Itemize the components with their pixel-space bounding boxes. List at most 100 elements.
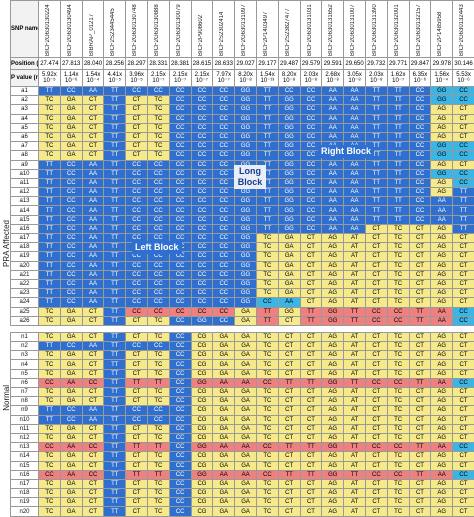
- genotype-cell: AA: [82, 270, 104, 279]
- genotype-cell: CC: [147, 415, 169, 424]
- genotype-cell: AG: [322, 243, 344, 252]
- affected-row: a8TCGACTTTCTTCCCCCCCGGTTGGCCAAAATTTTCCGG…: [11, 151, 474, 160]
- genotype-cell: TC: [387, 279, 409, 288]
- genotype-cell: CC: [147, 169, 169, 178]
- genotype-cell: TT: [104, 342, 126, 351]
- genotype-cell: GG: [431, 169, 453, 178]
- genotype-cell: TT: [104, 197, 126, 206]
- genotype-cell: GA: [235, 507, 257, 516]
- position-cell: 29.732: [365, 58, 387, 70]
- genotype-cell: CC: [191, 252, 213, 261]
- genotype-cell: TT: [104, 169, 126, 178]
- genotype-cell: CT: [365, 461, 387, 470]
- genotype-cell: GG: [278, 160, 300, 169]
- genotype-cell: TT: [104, 188, 126, 197]
- genotype-cell: AA: [322, 215, 344, 224]
- genotype-cell: CC: [191, 224, 213, 233]
- genotype-cell: AG: [322, 332, 344, 341]
- sample-id: a18: [11, 243, 39, 252]
- genotype-cell: CT: [409, 351, 431, 360]
- genotype-cell: TC: [387, 433, 409, 442]
- genotype-cell: GA: [60, 142, 82, 151]
- genotype-cell: GG: [191, 470, 213, 479]
- sample-id: a26: [11, 316, 39, 325]
- genotype-cell: TT: [39, 234, 61, 243]
- sample-id: a7: [11, 142, 39, 151]
- genotype-cell: CG: [191, 406, 213, 415]
- genotype-cell: CT: [82, 360, 104, 369]
- genotype-cell: CC: [409, 87, 431, 96]
- genotype-cell: GA: [60, 452, 82, 461]
- genotype-cell: CT: [365, 224, 387, 233]
- position-cell: 29.579: [300, 58, 322, 70]
- position-cell: 28.256: [104, 58, 126, 70]
- genotype-cell: TT: [104, 443, 126, 452]
- genotype-cell: CC: [147, 224, 169, 233]
- genotype-cell: TT: [39, 87, 61, 96]
- left-block-label: Left Block: [132, 241, 182, 254]
- sample-id: a24: [11, 298, 39, 307]
- genotype-cell: CT: [365, 424, 387, 433]
- genotype-cell: AA: [82, 298, 104, 307]
- genotype-cell: TC: [147, 132, 169, 141]
- genotype-cell: AT: [344, 479, 366, 488]
- genotype-cell: TT: [409, 470, 431, 479]
- genotype-cell: GG: [278, 96, 300, 105]
- genotype-cell: TC: [256, 252, 278, 261]
- genotype-cell: TT: [365, 206, 387, 215]
- genotype-cell: CT: [82, 151, 104, 160]
- genotype-cell: CC: [82, 470, 104, 479]
- sample-id: a15: [11, 215, 39, 224]
- genotype-cell: GG: [278, 123, 300, 132]
- sample-id: a11: [11, 178, 39, 187]
- genotype-cell: AA: [235, 470, 257, 479]
- genotype-cell: CC: [213, 87, 235, 96]
- genotype-cell: CT: [126, 316, 148, 325]
- genotype-cell: CC: [213, 243, 235, 252]
- genotype-cell: TT: [387, 197, 409, 206]
- genotype-cell: CT: [126, 479, 148, 488]
- genotype-cell: CT: [453, 261, 474, 270]
- genotype-cell: CC: [453, 378, 474, 387]
- genotype-cell: TT: [256, 114, 278, 123]
- genotype-cell: CC: [453, 178, 474, 187]
- snp-name-text: BICF2S23827477: [279, 2, 297, 56]
- genotype-cell: TC: [39, 479, 61, 488]
- genotype-cell: GG: [322, 443, 344, 452]
- genotype-cell: AA: [322, 105, 344, 114]
- genotype-cell: CC: [300, 87, 322, 96]
- genotype-cell: CT: [278, 424, 300, 433]
- genotype-cell: AA: [344, 169, 366, 178]
- genotype-cell: GA: [235, 489, 257, 498]
- genotype-cell: CC: [365, 316, 387, 325]
- genotype-cell: CG: [191, 507, 213, 516]
- genotype-cell: TC: [39, 142, 61, 151]
- genotype-cell: TC: [147, 351, 169, 360]
- genotype-cell: CG: [191, 360, 213, 369]
- genotype-cell: TC: [256, 261, 278, 270]
- genotype-cell: GA: [60, 316, 82, 325]
- sample-id: a21: [11, 270, 39, 279]
- genotype-cell: AT: [344, 369, 366, 378]
- genotype-cell: CC: [169, 360, 191, 369]
- affected-row: a18TTCCAATTCCCCCCCCCCGGTCGACTAGATCTTCCTA…: [11, 243, 474, 252]
- genotype-cell: TT: [104, 178, 126, 187]
- genotype-cell: CC: [409, 169, 431, 178]
- genotype-cell: CT: [300, 261, 322, 270]
- genotype-cell: CC: [60, 342, 82, 351]
- genotype-cell: TT: [104, 215, 126, 224]
- genotype-cell: CC: [409, 114, 431, 123]
- genotype-cell: CT: [409, 243, 431, 252]
- genotype-cell: AG: [322, 279, 344, 288]
- genotype-cell: CC: [256, 470, 278, 479]
- genotype-cell: CG: [191, 479, 213, 488]
- genotype-cell: TC: [256, 360, 278, 369]
- genotype-cell: TC: [256, 342, 278, 351]
- genotype-cell: GA: [213, 332, 235, 341]
- genotype-cell: AG: [322, 342, 344, 351]
